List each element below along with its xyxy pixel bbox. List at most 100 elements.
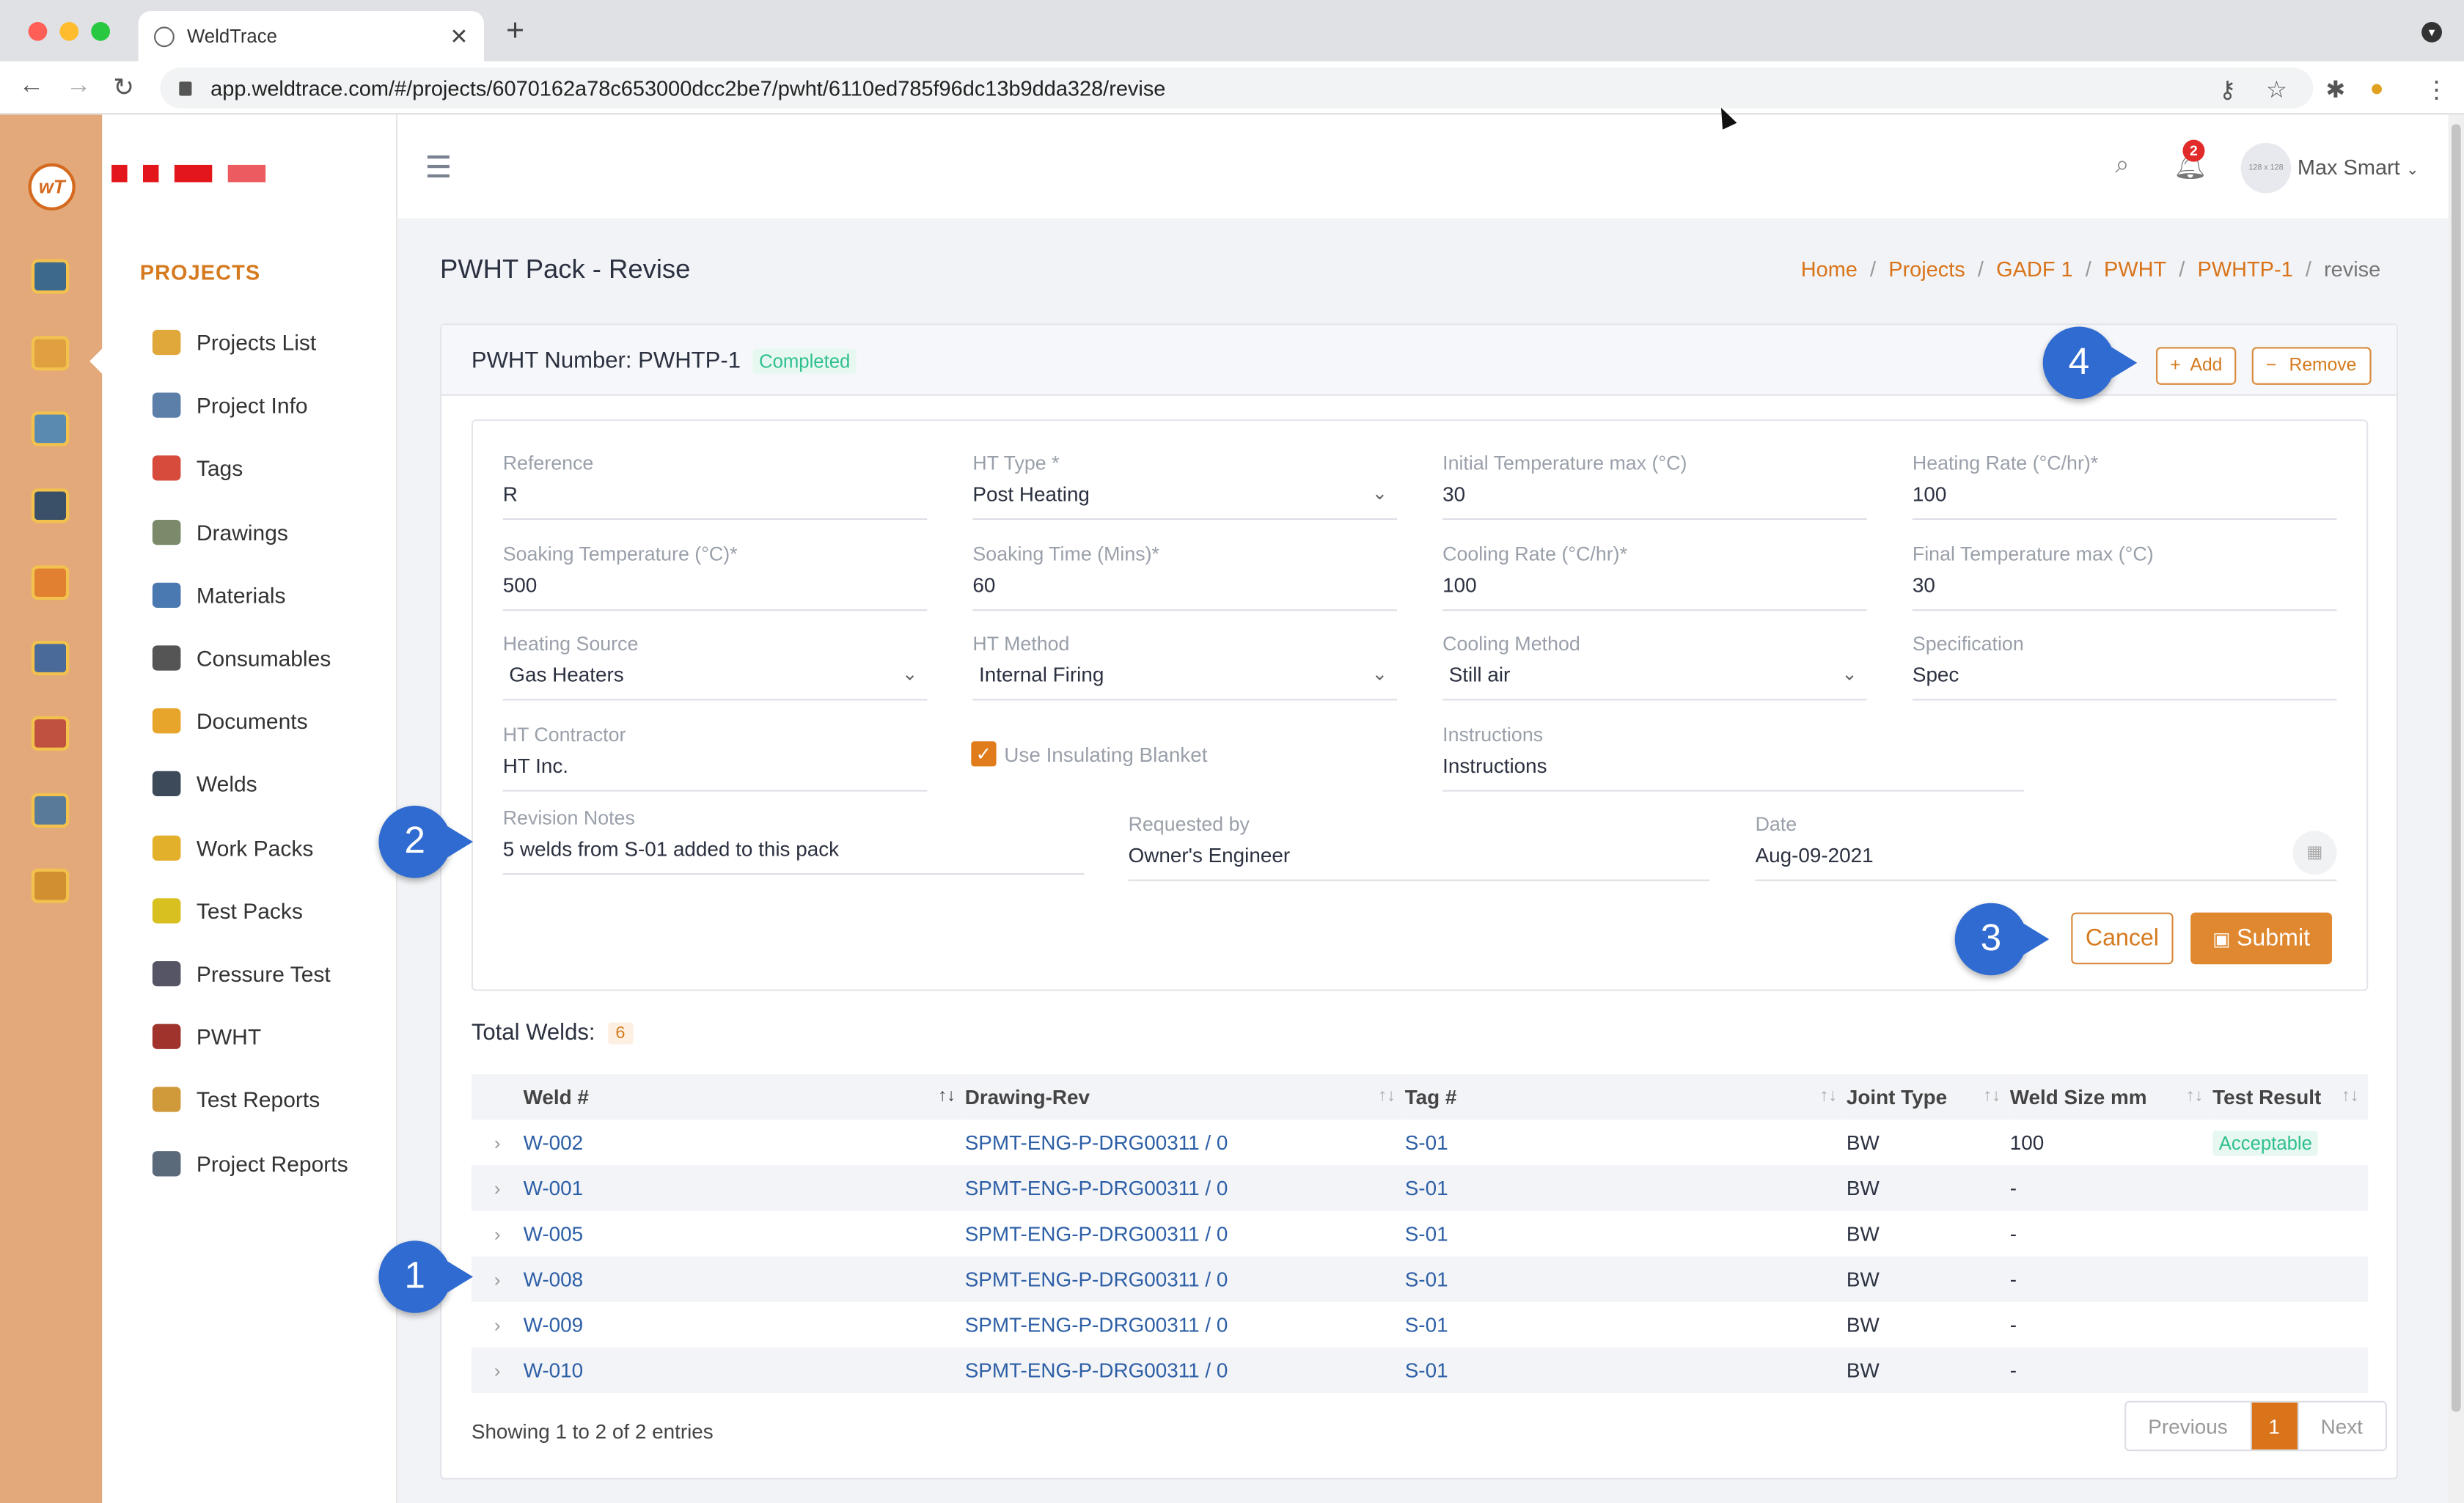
tag-link[interactable]: S-01	[1404, 1176, 1448, 1200]
tag-link[interactable]: S-01	[1404, 1358, 1448, 1383]
back-icon[interactable]: ←	[18, 72, 44, 99]
welder-icon[interactable]	[31, 488, 70, 523]
cell-tag[interactable]: S-01	[1405, 1211, 1847, 1257]
soaking-time-field[interactable]: Soaking Time (Mins)* 60	[972, 543, 1397, 611]
tab-search-icon[interactable]: ▾	[2421, 21, 2442, 43]
ht-contractor-field[interactable]: HT Contractor HT Inc.	[502, 724, 928, 792]
drawing-link[interactable]: SPMT-ENG-P-DRG00311 / 0	[964, 1358, 1228, 1383]
sidebar-item[interactable]: Welds	[152, 753, 388, 816]
cell-weld[interactable]: W-009	[524, 1302, 965, 1348]
sidebar-item[interactable]: Test Packs	[152, 879, 388, 942]
forward-icon[interactable]: →	[66, 72, 92, 99]
cell-drawing[interactable]: SPMT-ENG-P-DRG00311 / 0	[965, 1211, 1405, 1257]
minimize-window-button[interactable]	[59, 21, 79, 41]
cell-weld[interactable]: W-005	[524, 1211, 965, 1257]
dashboard-icon[interactable]	[31, 259, 70, 294]
cell-tag[interactable]: S-01	[1404, 1347, 1847, 1394]
clipboard-icon[interactable]	[31, 411, 70, 447]
close-window-button[interactable]	[28, 21, 48, 41]
drawing-link[interactable]: SPMT-ENG-P-DRG00311 / 0	[964, 1312, 1228, 1337]
heating-rate-field[interactable]: Heating Rate (°C/hr)* 100	[1912, 452, 2337, 521]
sidebar-item[interactable]: Materials	[152, 563, 388, 626]
expand-row-icon[interactable]: ›	[494, 1222, 501, 1245]
avatar[interactable]: 128 x 128	[2240, 142, 2292, 194]
expand-row-icon[interactable]: ›	[471, 1347, 524, 1394]
badge-icon[interactable]	[31, 868, 70, 903]
weld-link[interactable]: W-001	[523, 1176, 584, 1200]
table-row[interactable]: › W-005 SPMT-ENG-P-DRG00311 / 0 S-01 BW -	[472, 1211, 2368, 1257]
insulating-blanket-checkbox[interactable]: ✓ Use Insulating Blanket	[971, 741, 1207, 767]
table-row[interactable]: › W-009 SPMT-ENG-P-DRG00311 / 0 S-01 BW -	[472, 1302, 2368, 1348]
sidebar-item[interactable]: Documents	[152, 690, 388, 753]
expand-row-icon[interactable]: ›	[494, 1313, 501, 1336]
cell-weld[interactable]: W-002	[524, 1120, 965, 1165]
profile-icon[interactable]: ●	[2369, 75, 2384, 103]
drawing-link[interactable]: SPMT-ENG-P-DRG00311 / 0	[964, 1176, 1228, 1200]
ht-method-select[interactable]: HT Method Internal Firing ⌄	[972, 633, 1397, 701]
sidebar-item[interactable]: Test Reports	[152, 1068, 388, 1131]
soaking-temp-field[interactable]: Soaking Temperature (°C)* 500	[502, 543, 928, 611]
search-icon[interactable]: ⌕	[2115, 152, 2130, 180]
weld-link[interactable]: W-005	[523, 1221, 584, 1246]
tag-link[interactable]: S-01	[1404, 1312, 1448, 1337]
add-button[interactable]: + Add	[2156, 347, 2237, 385]
final-temp-field[interactable]: Final Temperature max (°C) 30	[1912, 543, 2337, 611]
cell-weld[interactable]: W-001	[523, 1165, 965, 1211]
cell-drawing[interactable]: SPMT-ENG-P-DRG00311 / 0	[964, 1256, 1405, 1302]
reload-icon[interactable]: ↻	[113, 75, 135, 103]
requested-by-field[interactable]: Requested by Owner's Engineer	[1128, 814, 1710, 881]
cell-drawing[interactable]: SPMT-ENG-P-DRG00311 / 0	[965, 1302, 1405, 1348]
drawing-link[interactable]: SPMT-ENG-P-DRG00311 / 0	[964, 1221, 1228, 1246]
reference-field[interactable]: Reference R	[502, 452, 928, 521]
sidebar-item[interactable]: Pressure Test	[152, 942, 388, 1005]
breadcrumb-project[interactable]: GADF 1	[1996, 257, 2073, 282]
breadcrumb-pwht[interactable]: PWHT	[2103, 257, 2167, 282]
submit-button[interactable]: ▣ Submit	[2190, 912, 2332, 965]
tag-link[interactable]: S-01	[1404, 1221, 1448, 1246]
close-tab-icon[interactable]: ✕	[450, 23, 469, 48]
hamburger-icon[interactable]	[427, 155, 450, 184]
table-row[interactable]: › W-010 SPMT-ENG-P-DRG00311 / 0 S-01 BW -	[471, 1347, 2369, 1394]
user-menu[interactable]: Max Smart ⌄	[2298, 155, 2419, 179]
sidebar-item[interactable]: Project Reports	[152, 1131, 388, 1194]
org-chart-icon[interactable]	[31, 565, 70, 600]
column-header-drawing[interactable]: Drawing-Rev ↑↓	[964, 1074, 1405, 1120]
drawing-link[interactable]: SPMT-ENG-P-DRG00311 / 0	[964, 1267, 1228, 1291]
sidebar-item[interactable]: Projects List	[152, 311, 388, 374]
calendar-icon[interactable]: ▦	[2292, 831, 2337, 875]
sidebar-item[interactable]: Drawings	[152, 500, 388, 563]
cell-tag[interactable]: S-01	[1404, 1256, 1847, 1302]
column-header-weld-size[interactable]: Weld Size mm ↑↓	[2009, 1074, 2213, 1120]
sidebar-item[interactable]: Tags	[152, 437, 388, 500]
tag-link[interactable]: S-01	[1404, 1267, 1448, 1291]
weld-link[interactable]: W-009	[523, 1312, 584, 1337]
cell-drawing[interactable]: SPMT-ENG-P-DRG00311 / 0	[964, 1165, 1405, 1211]
column-header-weld[interactable]: Weld # ↑↓	[523, 1074, 965, 1120]
instructions-field[interactable]: Instructions Instructions	[1442, 724, 2024, 792]
new-tab-icon[interactable]: +	[506, 14, 525, 49]
sidebar-item[interactable]: Project Info	[152, 374, 388, 437]
column-header-joint-type[interactable]: Joint Type ↑↓	[1846, 1074, 2010, 1120]
scrollbar[interactable]	[2448, 114, 2464, 1503]
cooling-method-select[interactable]: Cooling Method Still air ⌄	[1442, 633, 1867, 701]
maximize-window-button[interactable]	[91, 21, 110, 41]
table-row[interactable]: › W-008 SPMT-ENG-P-DRG00311 / 0 S-01 BW -	[471, 1256, 2369, 1302]
cell-weld[interactable]: W-010	[523, 1347, 965, 1394]
cell-tag[interactable]: S-01	[1404, 1165, 1847, 1211]
address-bar[interactable]: app.weldtrace.com/#/projects/6070162a78c…	[160, 67, 2314, 109]
expand-row-icon[interactable]: ›	[494, 1131, 501, 1154]
heating-source-select[interactable]: Heating Source Gas Heaters ⌄	[502, 633, 928, 701]
weld-link[interactable]: W-008	[523, 1267, 584, 1291]
column-header-tag[interactable]: Tag # ↑↓	[1404, 1074, 1847, 1120]
key-icon[interactable]: ⚷	[2218, 76, 2237, 104]
cancel-button[interactable]: Cancel	[2071, 912, 2174, 965]
next-page-button[interactable]: Next	[2320, 1414, 2363, 1438]
sidebar-item[interactable]: Consumables	[152, 627, 388, 690]
tag-link[interactable]: S-01	[1404, 1131, 1448, 1155]
drawing-link[interactable]: SPMT-ENG-P-DRG00311 / 0	[964, 1131, 1228, 1155]
scrollbar-thumb[interactable]	[2451, 124, 2461, 1412]
cell-weld[interactable]: W-008	[523, 1256, 965, 1302]
extensions-icon[interactable]: ✱	[2325, 76, 2346, 104]
revision-notes-field[interactable]: Revision Notes 5 welds from S-01 added to…	[502, 807, 1085, 875]
projects-folder-icon[interactable]	[31, 336, 70, 371]
